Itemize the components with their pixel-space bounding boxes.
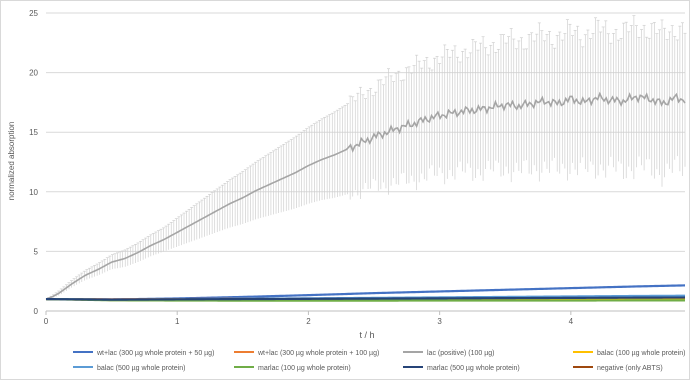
error-bars — [47, 15, 687, 299]
x-tick-label: 0 — [44, 317, 49, 326]
legend-label: lac (positive) (100 µg) — [427, 350, 494, 357]
x-axis-title: t / h — [359, 330, 374, 340]
legend-item: marlac (500 µg whole protein) — [403, 365, 520, 372]
y-tick-label: 15 — [29, 128, 38, 137]
y-tick-label: 25 — [29, 9, 38, 18]
legend-label: marlac (500 µg whole protein) — [427, 365, 520, 372]
legend-label: balac (100 µg whole protein) — [597, 350, 685, 357]
legend-label: balac (500 µg whole protein) — [97, 365, 185, 372]
legend-item: balac (500 µg whole protein) — [73, 365, 185, 372]
y-tick-label: 20 — [29, 69, 38, 78]
legend-item: wt+lac (300 µg whole protein + 50 µg) — [73, 350, 214, 357]
x-tick-label: 4 — [569, 317, 574, 326]
legend-item: negative (only ABTS) — [573, 365, 663, 372]
legend-label: wt+lac (300 µg whole protein + 100 µg) — [257, 350, 379, 357]
series-line-2 — [45, 91, 686, 300]
legend-label: wt+lac (300 µg whole protein + 50 µg) — [96, 350, 214, 357]
y-axis-title: normalized absorption — [7, 122, 16, 201]
x-tick-label: 1 — [175, 317, 180, 326]
legend: wt+lac (300 µg whole protein + 50 µg) wt+… — [73, 350, 685, 372]
x-tick-label: 2 — [306, 317, 311, 326]
legend-item: wt+lac (300 µg whole protein + 100 µg) — [234, 350, 379, 357]
series-line-6 — [45, 296, 686, 301]
legend-label: negative (only ABTS) — [597, 365, 663, 372]
legend-item: balac (100 µg whole protein) — [573, 350, 685, 357]
legend-item: marlac (100 µg whole protein) — [234, 365, 351, 372]
series-lines — [45, 91, 686, 302]
y-tick-label: 10 — [29, 188, 38, 197]
legend-item: lac (positive) (100 µg) — [403, 350, 494, 357]
legend-label: marlac (100 µg whole protein) — [258, 365, 351, 372]
y-tick-label: 0 — [34, 307, 39, 316]
x-tick-label: 3 — [437, 317, 442, 326]
axes: 0 5 10 15 20 25 0 1 2 3 4 — [29, 9, 685, 326]
y-tick-label: 5 — [34, 247, 39, 256]
